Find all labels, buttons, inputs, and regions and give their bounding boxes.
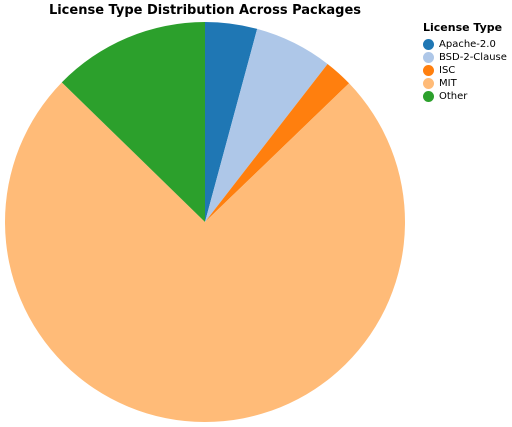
pie-slice-mit <box>4 82 406 423</box>
legend-swatch-icon <box>423 91 434 102</box>
legend-title: License Type <box>423 21 503 34</box>
legend-swatch-icon <box>423 52 434 63</box>
legend-label: Apache-2.0 <box>439 39 496 50</box>
legend-item: Apache-2.0 <box>423 38 507 51</box>
legend-label: MIT <box>439 78 457 89</box>
chart-title: License Type Distribution Across Package… <box>48 3 362 18</box>
legend: License Type Apache-2.0 BSD-2-Clause ISC MI… <box>423 21 507 103</box>
legend-label: Other <box>439 91 468 102</box>
legend-label: ISC <box>439 65 456 76</box>
legend-swatch-icon <box>423 39 434 50</box>
legend-item: Other <box>423 90 507 103</box>
pie-slice-other <box>61 22 206 222</box>
legend-item: MIT <box>423 77 507 90</box>
legend-item: ISC <box>423 64 507 77</box>
pie-slice-apache-2-0 <box>205 22 258 222</box>
pie-slice-isc <box>205 63 350 223</box>
pie-slice-bsd-2-clause <box>205 28 328 222</box>
legend-items: Apache-2.0 BSD-2-Clause ISC MIT Other <box>423 38 507 103</box>
legend-swatch-icon <box>423 65 434 76</box>
legend-label: BSD-2-Clause <box>439 52 507 63</box>
legend-item: BSD-2-Clause <box>423 51 507 64</box>
legend-swatch-icon <box>423 78 434 89</box>
pie-chart <box>4 22 406 423</box>
